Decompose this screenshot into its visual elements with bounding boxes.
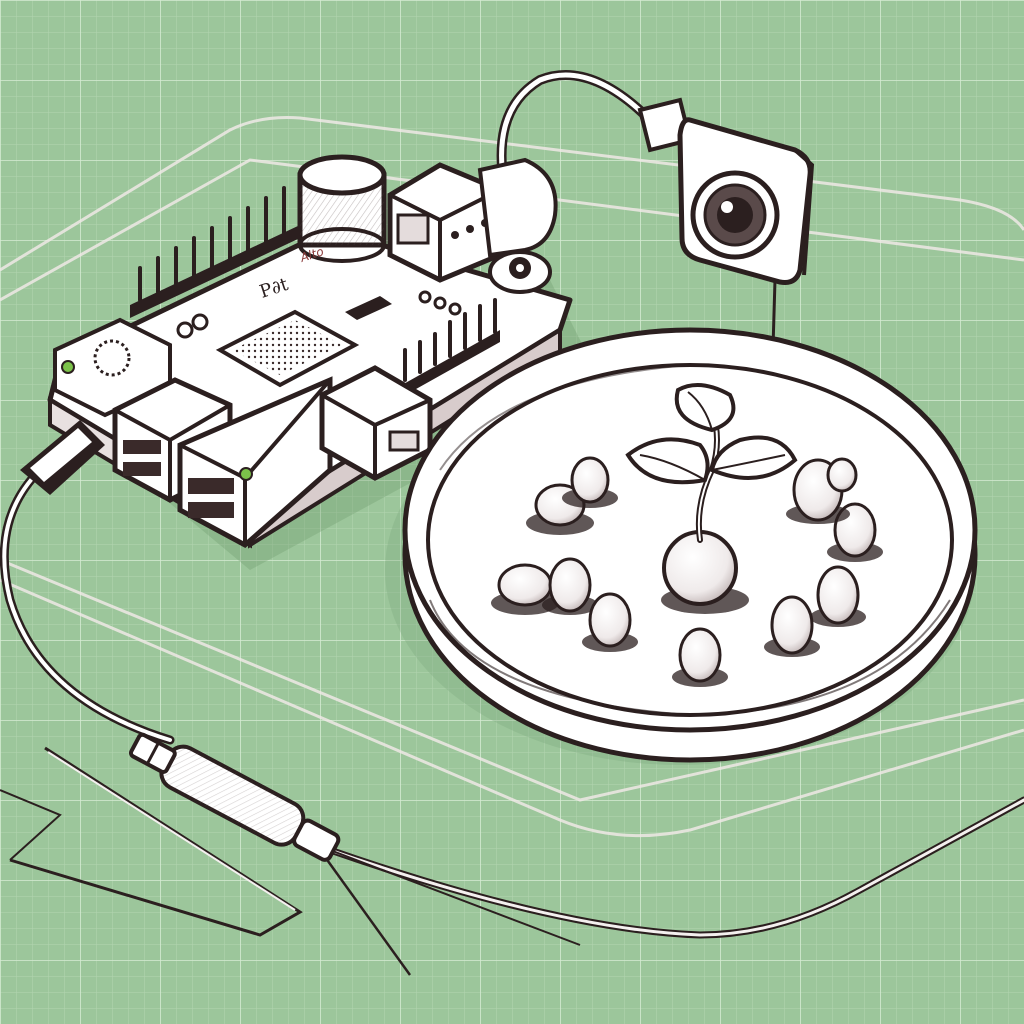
seed (826, 457, 858, 493)
round-connector (477, 157, 558, 294)
single-board-computer-icon: P∂t Alto (20, 154, 600, 570)
power-plug (20, 420, 105, 495)
seed (764, 595, 820, 657)
seed (542, 557, 598, 615)
leaf (674, 383, 736, 433)
usb-ports (112, 376, 333, 549)
board-cable (0, 465, 175, 745)
gpio-pins (138, 186, 286, 302)
seed (582, 592, 638, 652)
seed (562, 456, 618, 508)
hdmi-port (319, 365, 433, 481)
seeds (491, 456, 883, 687)
sensor-wire-loop (326, 796, 1024, 939)
seed (810, 565, 866, 627)
capacitor (297, 154, 387, 263)
seed (672, 627, 728, 687)
seedling-icon (625, 383, 798, 614)
camera-icon (637, 97, 815, 285)
probe-sensor-icon (0, 732, 581, 976)
leaf (709, 435, 798, 480)
